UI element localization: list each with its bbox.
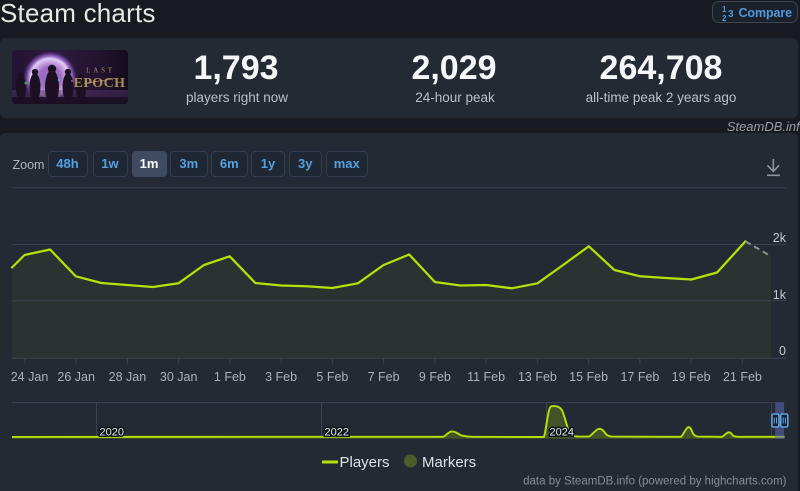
svg-text:2k: 2k	[773, 231, 787, 245]
svg-text:2022: 2022	[325, 427, 349, 439]
svg-text:3: 3	[728, 9, 734, 20]
svg-text:0: 0	[779, 344, 786, 358]
svg-text:data by SteamDB.info (powered: data by SteamDB.info (powered by highcha…	[523, 476, 787, 488]
svg-text:17 Feb: 17 Feb	[620, 370, 659, 384]
svg-text:1 Feb: 1 Feb	[214, 370, 246, 384]
svg-text:28 Jan: 28 Jan	[109, 370, 147, 384]
svg-text:EPOCH: EPOCH	[74, 76, 126, 91]
svg-text:1k: 1k	[773, 288, 787, 302]
svg-text:13 Feb: 13 Feb	[518, 370, 557, 384]
svg-text:Markers: Markers	[422, 454, 476, 471]
svg-text:15 Feb: 15 Feb	[569, 370, 608, 384]
svg-text:11 Feb: 11 Feb	[467, 370, 505, 384]
svg-text:LAST: LAST	[86, 67, 115, 75]
svg-text:26 Jan: 26 Jan	[57, 370, 95, 384]
svg-text:2024: 2024	[550, 427, 574, 439]
svg-text:24 Jan: 24 Jan	[11, 370, 49, 384]
svg-text:19 Feb: 19 Feb	[672, 370, 711, 384]
svg-text:1: 1	[722, 5, 727, 14]
svg-text:5 Feb: 5 Feb	[316, 370, 348, 384]
svg-text:7 Feb: 7 Feb	[368, 370, 400, 384]
svg-text:2020: 2020	[100, 427, 124, 439]
svg-text:30 Jan: 30 Jan	[160, 370, 198, 384]
svg-text:2: 2	[722, 14, 727, 21]
svg-text:9 Feb: 9 Feb	[419, 370, 451, 384]
svg-text:21 Feb: 21 Feb	[723, 370, 762, 384]
svg-text:3 Feb: 3 Feb	[265, 370, 297, 384]
svg-text:Players: Players	[340, 454, 390, 471]
